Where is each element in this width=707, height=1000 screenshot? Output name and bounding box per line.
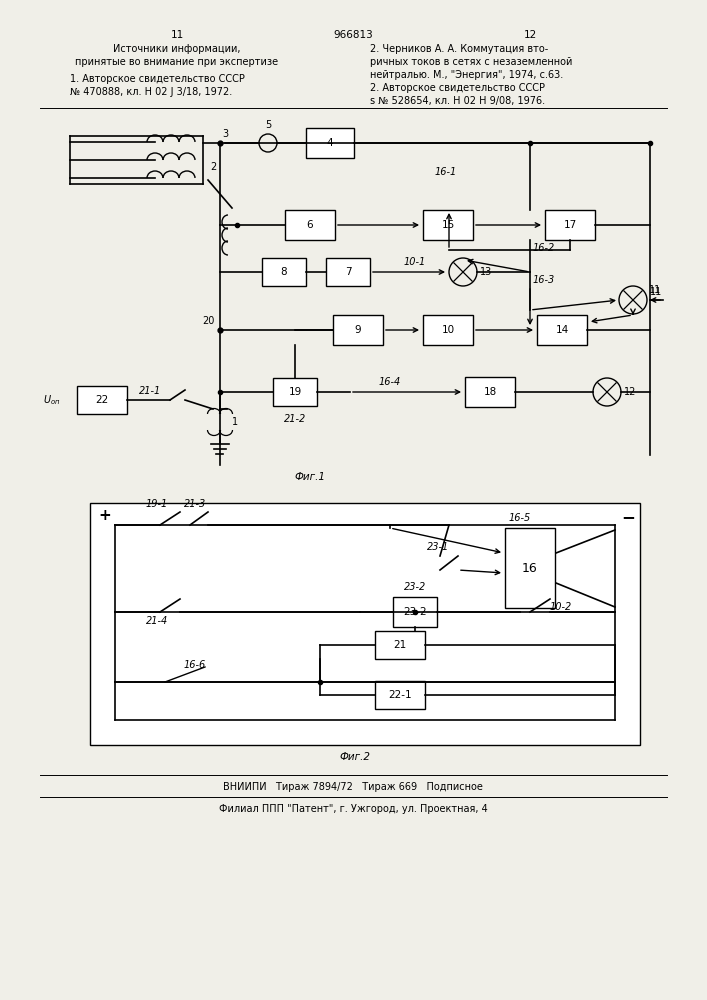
Text: 12: 12 xyxy=(624,387,636,397)
Text: 1: 1 xyxy=(232,417,238,427)
Text: 11: 11 xyxy=(650,287,662,297)
Text: $U_{оп}$: $U_{оп}$ xyxy=(42,393,60,407)
Text: 7: 7 xyxy=(345,267,351,277)
Text: 9: 9 xyxy=(355,325,361,335)
Text: 12: 12 xyxy=(523,30,537,40)
Text: 17: 17 xyxy=(563,220,577,230)
FancyBboxPatch shape xyxy=(262,258,306,286)
Text: 19-1: 19-1 xyxy=(146,499,168,509)
Text: 16-3: 16-3 xyxy=(533,275,555,285)
Text: 4: 4 xyxy=(327,138,333,148)
Text: −: − xyxy=(621,508,635,526)
Text: 21: 21 xyxy=(393,640,407,650)
Text: ричных токов в сетях с незаземленной: ричных токов в сетях с незаземленной xyxy=(370,57,573,67)
FancyBboxPatch shape xyxy=(326,258,370,286)
Text: 21-1: 21-1 xyxy=(139,386,161,396)
Text: 3: 3 xyxy=(222,129,228,139)
Text: 10-1: 10-1 xyxy=(404,257,426,267)
Text: 21-2: 21-2 xyxy=(284,414,306,424)
FancyBboxPatch shape xyxy=(393,597,437,627)
Text: 11: 11 xyxy=(170,30,184,40)
Text: 16-5: 16-5 xyxy=(509,513,531,523)
Text: 22: 22 xyxy=(95,395,109,405)
FancyBboxPatch shape xyxy=(285,210,335,240)
Text: 23-2: 23-2 xyxy=(403,607,427,617)
Text: 16-1: 16-1 xyxy=(435,167,457,177)
FancyBboxPatch shape xyxy=(537,315,587,345)
Text: 2: 2 xyxy=(211,162,217,172)
FancyBboxPatch shape xyxy=(423,210,473,240)
Text: принятые во внимание при экспертизе: принятые во внимание при экспертизе xyxy=(76,57,279,67)
FancyBboxPatch shape xyxy=(77,386,127,414)
FancyBboxPatch shape xyxy=(505,528,555,608)
Text: 2. Черников А. А. Коммутация вто-: 2. Черников А. А. Коммутация вто- xyxy=(370,44,548,54)
FancyBboxPatch shape xyxy=(273,378,317,406)
FancyBboxPatch shape xyxy=(545,210,595,240)
Text: № 470888, кл. Н 02 J 3/18, 1972.: № 470888, кл. Н 02 J 3/18, 1972. xyxy=(70,87,233,97)
Text: 5: 5 xyxy=(265,120,271,130)
Text: Фиг.1: Фиг.1 xyxy=(295,472,325,482)
Text: нейтралью. М., "Энергия", 1974, с.63.: нейтралью. М., "Энергия", 1974, с.63. xyxy=(370,70,563,80)
FancyBboxPatch shape xyxy=(375,631,425,659)
Text: 23-2: 23-2 xyxy=(404,582,426,592)
Text: Филиал ППП "Патент", г. Ужгород, ул. Проектная, 4: Филиал ППП "Патент", г. Ужгород, ул. Про… xyxy=(218,804,487,814)
Text: 966813: 966813 xyxy=(333,30,373,40)
Text: 10: 10 xyxy=(441,325,455,335)
Text: 21-4: 21-4 xyxy=(146,616,168,626)
Text: 6: 6 xyxy=(307,220,313,230)
FancyBboxPatch shape xyxy=(375,681,425,709)
FancyBboxPatch shape xyxy=(465,377,515,407)
FancyBboxPatch shape xyxy=(306,128,354,158)
Text: 16-4: 16-4 xyxy=(379,377,401,387)
Text: 13: 13 xyxy=(480,267,492,277)
Text: 2. Авторское свидетельство СССР: 2. Авторское свидетельство СССР xyxy=(370,83,545,93)
Text: 1. Авторское свидетельство СССР: 1. Авторское свидетельство СССР xyxy=(70,74,245,84)
FancyBboxPatch shape xyxy=(333,315,383,345)
Text: 16-6: 16-6 xyxy=(184,660,206,670)
Text: 19: 19 xyxy=(288,387,302,397)
Text: +: + xyxy=(98,508,111,523)
Text: 11: 11 xyxy=(649,285,661,295)
Text: Фиг.2: Фиг.2 xyxy=(339,752,370,762)
Text: 14: 14 xyxy=(556,325,568,335)
Text: 20: 20 xyxy=(203,316,215,326)
FancyBboxPatch shape xyxy=(423,315,473,345)
Text: 16: 16 xyxy=(522,562,538,574)
Text: 23-1: 23-1 xyxy=(427,542,449,552)
Text: 22-1: 22-1 xyxy=(388,690,411,700)
Text: ВНИИПИ   Тираж 7894/72   Тираж 669   Подписное: ВНИИПИ Тираж 7894/72 Тираж 669 Подписное xyxy=(223,782,483,792)
Text: 10-2: 10-2 xyxy=(550,602,572,612)
Text: 16-2: 16-2 xyxy=(533,243,555,253)
Text: 18: 18 xyxy=(484,387,496,397)
Text: 8: 8 xyxy=(281,267,287,277)
FancyBboxPatch shape xyxy=(90,503,640,745)
Text: s № 528654, кл. Н 02 Н 9/08, 1976.: s № 528654, кл. Н 02 Н 9/08, 1976. xyxy=(370,96,545,106)
Text: 15: 15 xyxy=(441,220,455,230)
Text: 21-3: 21-3 xyxy=(184,499,206,509)
Text: Источники информации,: Источники информации, xyxy=(113,44,241,54)
